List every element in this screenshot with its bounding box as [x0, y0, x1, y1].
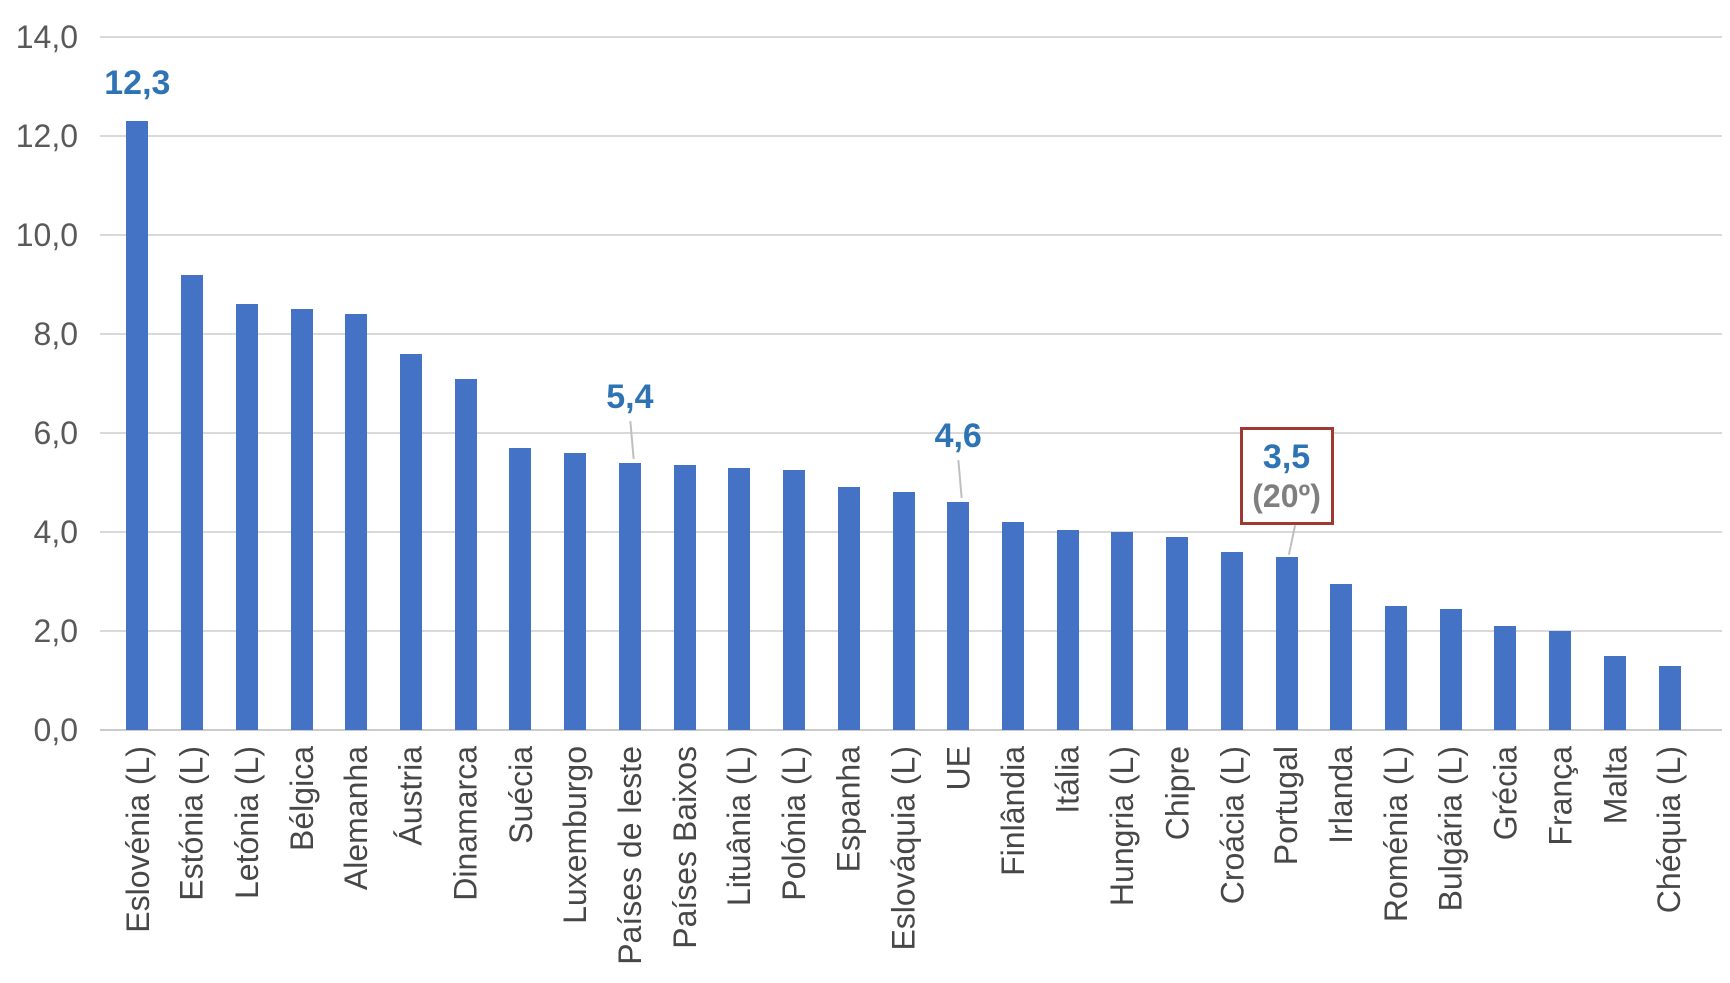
x-axis-category-label: Itália [1049, 746, 1086, 814]
bar [947, 502, 970, 730]
x-axis-category-label: França [1542, 746, 1579, 846]
y-axis-tick-label: 8,0 [33, 316, 78, 352]
bar [509, 447, 532, 730]
x-axis-category-label: Letónia (L) [228, 746, 265, 899]
bar [783, 470, 806, 730]
x-axis-line [100, 729, 1722, 731]
x-axis-category-label: Bulgária (L) [1432, 746, 1469, 912]
bar [892, 492, 915, 730]
gridline [100, 432, 1722, 434]
bar [673, 465, 696, 730]
x-axis-category-label: Eslovénia (L) [119, 746, 156, 933]
data-label: 5,4 [606, 377, 654, 416]
rank-sublabel: (20º) [1252, 477, 1321, 514]
x-axis-category-label: Bélgica [283, 746, 320, 851]
bar [126, 121, 149, 730]
y-axis-tick-label: 12,0 [15, 118, 78, 154]
x-axis-category-label: Croácia (L) [1213, 746, 1250, 905]
x-axis-category-label: UE [940, 746, 977, 791]
x-axis-category-label: Suécia [502, 746, 539, 844]
bar [1056, 529, 1079, 730]
y-axis-tick-label: 6,0 [33, 415, 78, 451]
bar [618, 462, 641, 730]
y-axis-tick-label: 2,0 [33, 613, 78, 649]
bar [235, 304, 258, 730]
gridline [100, 333, 1722, 335]
x-axis-category-label: Países de leste [611, 746, 648, 965]
x-axis-category-label: Roménia (L) [1378, 746, 1415, 923]
data-label: 3,5 [1262, 437, 1311, 476]
bar [454, 378, 477, 730]
x-axis-category-label: Alemanha [338, 746, 375, 891]
bar [564, 452, 587, 730]
x-axis-category-label: Luxemburgo [557, 746, 594, 924]
data-label: 4,6 [934, 417, 982, 456]
x-axis-category-label: Chipre [1159, 746, 1196, 841]
bar [345, 314, 368, 730]
bar [1494, 626, 1517, 730]
gridline [100, 36, 1722, 38]
x-axis-category-label: Irlanda [1323, 746, 1360, 844]
bar [1330, 583, 1353, 730]
x-axis-category-label: Malta [1596, 746, 1633, 825]
bar [1220, 551, 1243, 730]
bar [181, 274, 204, 730]
x-axis-category-label: Finlândia [994, 746, 1031, 876]
x-axis-category-label: Hungria (L) [1104, 746, 1141, 907]
x-axis-category-label: Portugal [1268, 746, 1305, 866]
x-axis-category-label: Lituânia (L) [721, 746, 758, 907]
bar [1439, 608, 1462, 730]
bar [1549, 631, 1572, 730]
x-axis-category-label: Espanha [830, 746, 867, 873]
gridline [100, 234, 1722, 236]
x-axis-category-label: Eslováquia (L) [885, 746, 922, 951]
bar [1111, 532, 1134, 730]
y-axis-tick-label: 14,0 [15, 19, 78, 55]
bar [1658, 665, 1681, 730]
x-axis-category-label: Países Baixos [666, 746, 703, 949]
bar [1166, 536, 1189, 730]
highlight-callout-box: 3,5 (20º) [1239, 426, 1334, 525]
gridline [100, 135, 1722, 137]
x-axis-category-label: Grécia [1487, 746, 1524, 841]
y-axis-tick-label: 10,0 [15, 217, 78, 253]
bar [1603, 655, 1626, 730]
bar [837, 487, 860, 730]
x-axis-category-label: Estónia (L) [174, 746, 211, 901]
x-axis-category-label: Dinamarca [447, 746, 484, 901]
y-axis-tick-label: 0,0 [33, 712, 78, 748]
data-label-leader-line [629, 420, 635, 459]
bar [1385, 606, 1408, 730]
data-label-leader-line [957, 460, 963, 499]
data-label: 12,3 [104, 64, 171, 103]
x-axis-category-label: Áustria [392, 746, 429, 846]
bar [1275, 556, 1298, 730]
bar [728, 467, 751, 730]
bar [290, 309, 313, 730]
x-axis-category-label: Polónia (L) [776, 746, 813, 901]
bar [399, 353, 422, 730]
callout-leader-line [1287, 524, 1296, 555]
y-axis-tick-label: 4,0 [33, 514, 78, 550]
bar [1001, 522, 1024, 730]
x-axis-category-label: Chéquia (L) [1651, 746, 1688, 914]
